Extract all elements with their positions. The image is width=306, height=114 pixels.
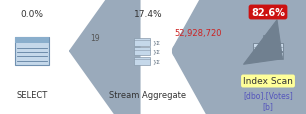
Text: 82.6%: 82.6% [251,8,285,18]
FancyBboxPatch shape [274,44,283,51]
Text: 0.0%: 0.0% [21,10,43,19]
FancyBboxPatch shape [134,57,150,65]
Text: SELECT: SELECT [17,91,48,100]
Text: }Σ: }Σ [152,58,160,63]
FancyBboxPatch shape [252,44,262,51]
FancyBboxPatch shape [134,48,150,56]
FancyBboxPatch shape [263,35,273,42]
Text: 52,928,720: 52,928,720 [174,29,222,38]
FancyBboxPatch shape [252,53,262,60]
Text: 17.4%: 17.4% [134,10,162,19]
Text: }Σ: }Σ [152,49,160,54]
FancyBboxPatch shape [15,38,49,44]
Text: 19: 19 [90,34,100,43]
Text: Index Scan: Index Scan [243,77,293,86]
Text: }Σ: }Σ [152,40,160,45]
FancyBboxPatch shape [15,38,49,65]
Text: Stream Aggregate: Stream Aggregate [110,91,187,100]
FancyBboxPatch shape [274,53,283,60]
Text: [dbo].[Votes]: [dbo].[Votes] [243,91,293,100]
FancyBboxPatch shape [134,38,150,46]
Text: [b]: [b] [263,102,274,111]
